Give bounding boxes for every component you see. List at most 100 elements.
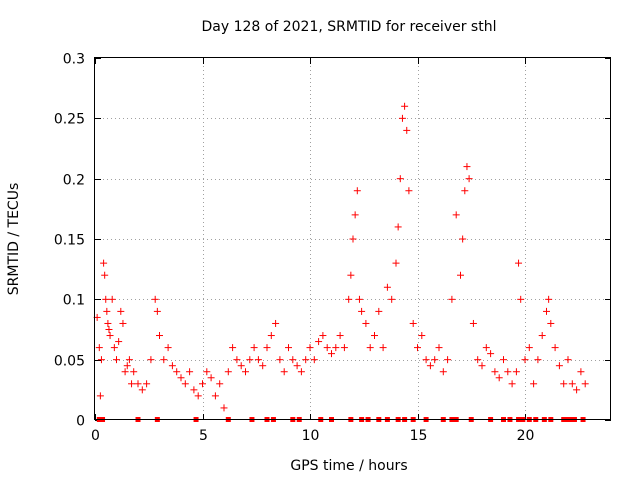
data-point (508, 380, 516, 388)
data-point (355, 295, 363, 303)
data-point (474, 356, 482, 364)
data-point (102, 295, 110, 303)
data-point (401, 102, 409, 110)
data-point (517, 295, 525, 303)
data-point (581, 380, 589, 388)
x-tick-label: 5 (199, 428, 208, 444)
data-point (315, 338, 323, 346)
data-point (426, 362, 434, 370)
data-point (104, 319, 112, 327)
data-point (418, 332, 426, 340)
data-point (353, 187, 361, 195)
data-point (207, 374, 215, 382)
data-point (358, 307, 366, 315)
data-point (487, 350, 495, 358)
data-point (108, 295, 116, 303)
data-point (431, 356, 439, 364)
data-point (388, 295, 396, 303)
data-point (392, 259, 400, 267)
data-point (289, 356, 297, 364)
data-point (538, 332, 546, 340)
data-point (351, 211, 359, 219)
data-point (306, 344, 314, 352)
grid-layer (95, 58, 611, 420)
data-point (500, 356, 507, 364)
data-point (439, 368, 447, 376)
data-point (444, 356, 452, 364)
y-tick-label: 0.05 (54, 354, 85, 370)
data-point (555, 362, 563, 370)
x-axis-label: GPS time / hours (290, 458, 407, 474)
data-point (396, 175, 404, 183)
data-point (115, 338, 123, 346)
data-point (394, 223, 402, 231)
y-tick-label: 0.2 (63, 173, 85, 189)
data-point (164, 344, 172, 352)
data-point (254, 356, 262, 364)
data-point (515, 259, 523, 267)
data-point (448, 295, 456, 303)
x-tick-label: 15 (410, 428, 428, 444)
data-point (267, 332, 275, 340)
data-point (194, 392, 202, 400)
data-point (534, 356, 542, 364)
data-point (560, 380, 568, 388)
data-point (409, 319, 417, 327)
data-point (504, 368, 512, 376)
data-point (168, 362, 176, 370)
y-tick-label: 0.1 (63, 293, 85, 309)
data-point (459, 235, 467, 243)
data-point (259, 362, 267, 370)
data-point (371, 332, 378, 340)
data-point (435, 344, 443, 352)
data-point (362, 319, 370, 327)
data-point (151, 295, 159, 303)
data-point (564, 356, 572, 364)
data-point (106, 332, 114, 340)
data-point (521, 356, 529, 364)
data-point (100, 259, 108, 267)
data-point (366, 344, 374, 352)
data-point (173, 368, 181, 376)
data-point (156, 332, 163, 340)
data-point (414, 344, 421, 352)
data-point (461, 187, 469, 195)
data-point (345, 295, 353, 303)
data-point (285, 344, 292, 352)
data-point (181, 380, 189, 388)
data-point (495, 374, 503, 382)
data-point (130, 368, 138, 376)
data-point (482, 344, 490, 352)
x-tick-label: 0 (91, 428, 100, 444)
data-point (138, 386, 146, 394)
data-point (117, 307, 125, 315)
data-point (237, 362, 245, 370)
data-point (153, 307, 161, 315)
data-point (465, 175, 473, 183)
data-points (93, 102, 589, 412)
data-point (96, 392, 104, 400)
data-point (328, 350, 335, 358)
data-point (134, 380, 142, 388)
data-point (128, 380, 136, 388)
data-point (123, 362, 131, 370)
x-tick-label: 10 (302, 428, 320, 444)
data-point (203, 368, 211, 376)
data-point (186, 368, 194, 376)
data-point (512, 368, 520, 376)
data-point (422, 356, 430, 364)
data-point (125, 356, 133, 364)
data-point (491, 368, 499, 376)
data-point (177, 374, 185, 382)
data-point (463, 163, 471, 171)
y-tick-label: 0 (76, 414, 85, 430)
data-point (224, 368, 232, 376)
data-point (216, 380, 224, 388)
data-point (530, 380, 538, 388)
data-point (336, 332, 344, 340)
data-point (332, 344, 340, 352)
data-point (242, 368, 249, 376)
data-point (398, 114, 406, 122)
data-point (577, 368, 585, 376)
